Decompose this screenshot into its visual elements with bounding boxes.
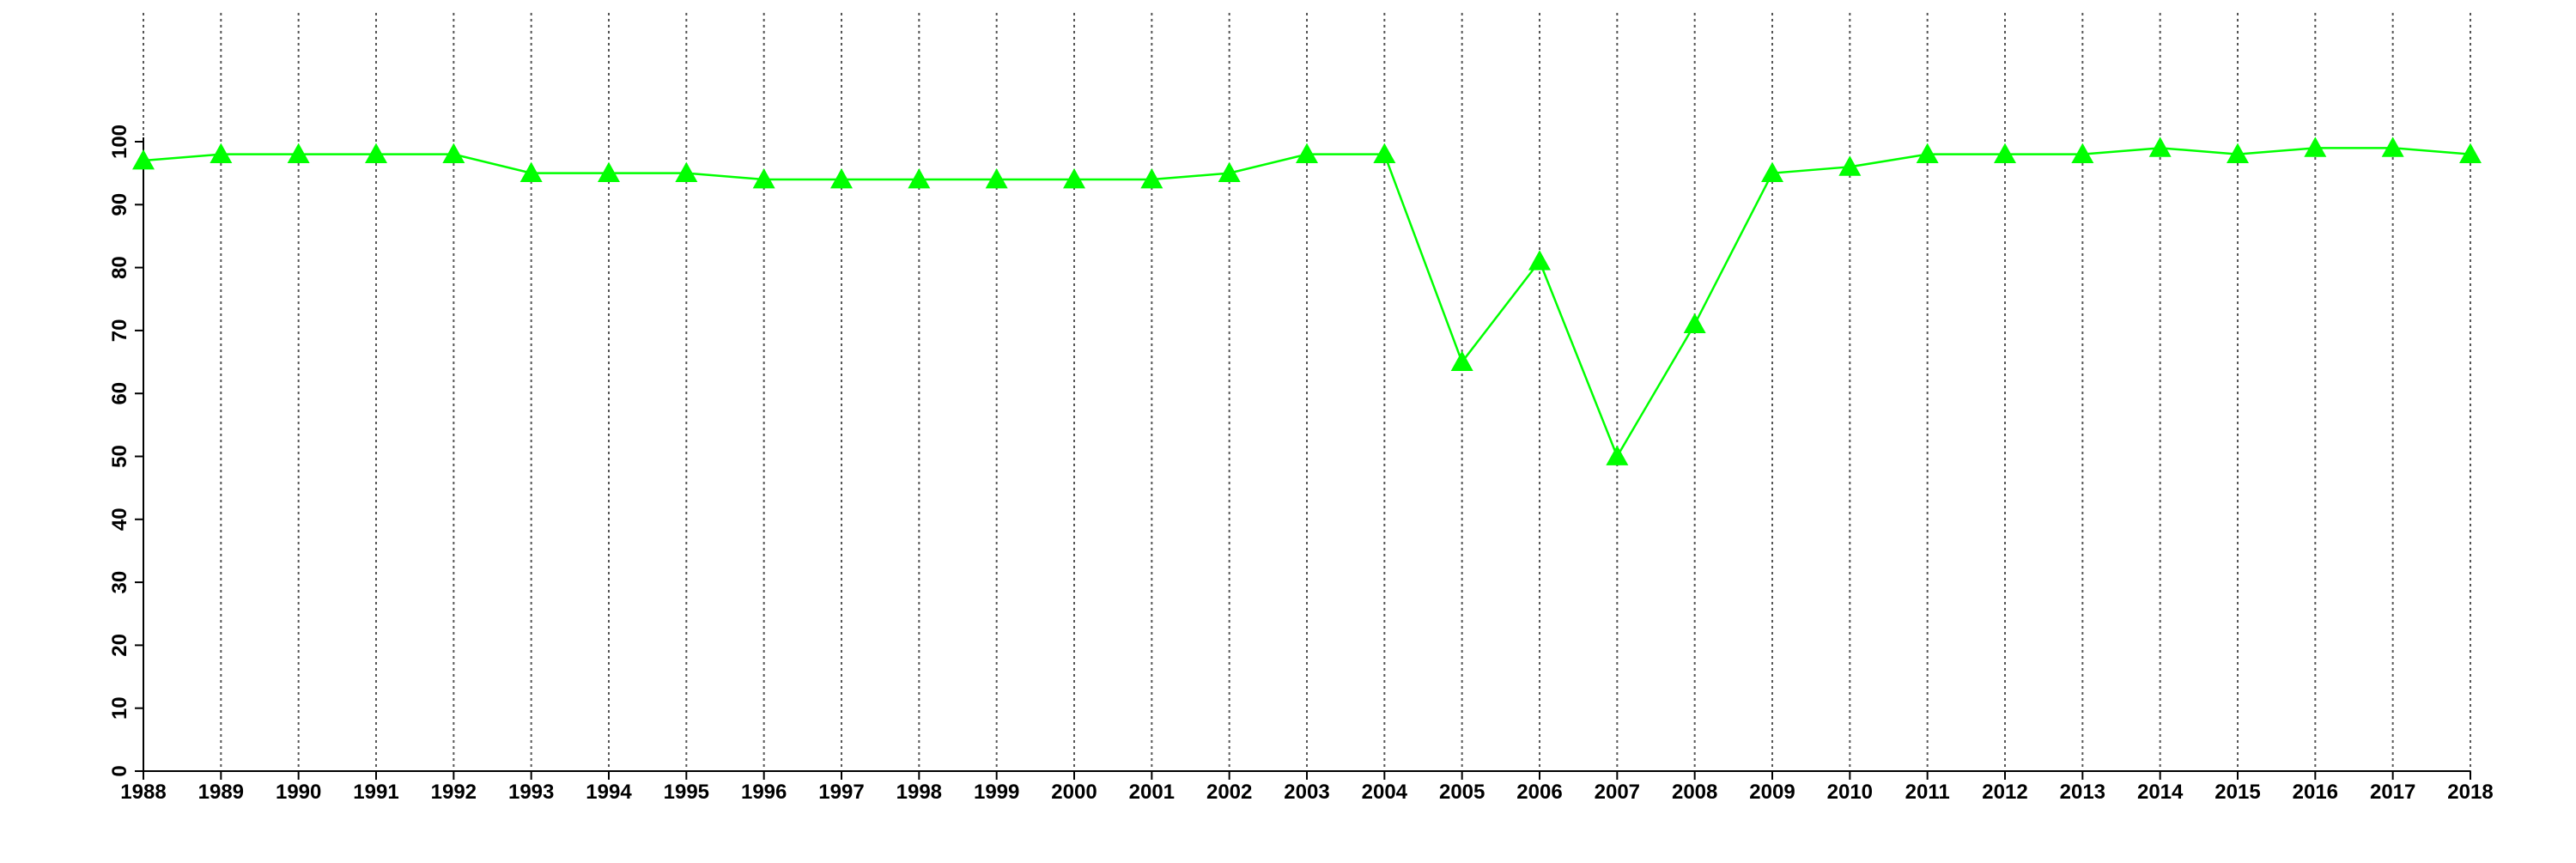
data-marker bbox=[365, 143, 387, 164]
data-marker bbox=[908, 167, 931, 189]
data-marker bbox=[1140, 167, 1163, 189]
x-tick-label: 2016 bbox=[2293, 781, 2338, 804]
data-marker bbox=[1450, 350, 1473, 371]
data-marker bbox=[442, 143, 465, 164]
data-marker bbox=[2459, 143, 2482, 164]
y-tick-label: 70 bbox=[108, 319, 131, 343]
data-marker bbox=[830, 167, 853, 189]
x-tick-label: 2009 bbox=[1749, 781, 1795, 804]
x-tick-label: 2011 bbox=[1905, 781, 1950, 804]
x-tick-label: 2000 bbox=[1051, 781, 1097, 804]
y-tick-label: 50 bbox=[108, 445, 131, 468]
data-marker bbox=[1296, 143, 1318, 164]
data-marker bbox=[1761, 161, 1783, 183]
x-tick-label: 2003 bbox=[1284, 781, 1329, 804]
x-tick-label: 1994 bbox=[586, 781, 632, 804]
data-marker bbox=[1683, 313, 1706, 333]
data-marker bbox=[1218, 161, 1241, 183]
data-marker bbox=[210, 143, 233, 164]
y-tick-label: 0 bbox=[108, 765, 131, 776]
x-tick-label: 2004 bbox=[1362, 781, 1408, 804]
data-marker bbox=[1994, 143, 2016, 164]
data-marker bbox=[2071, 143, 2094, 164]
y-tick-label: 30 bbox=[108, 571, 131, 594]
data-marker bbox=[287, 143, 310, 164]
data-marker bbox=[675, 161, 698, 183]
y-tick-label: 10 bbox=[108, 696, 131, 720]
x-tick-label: 2010 bbox=[1827, 781, 1873, 804]
x-tick-label: 1993 bbox=[508, 781, 554, 804]
x-tick-label: 2007 bbox=[1595, 781, 1640, 804]
data-marker bbox=[1063, 167, 1085, 189]
x-tick-label: 1998 bbox=[896, 781, 942, 804]
x-tick-label: 2014 bbox=[2137, 781, 2184, 804]
x-tick-label: 2017 bbox=[2370, 781, 2415, 804]
data-marker bbox=[2304, 137, 2327, 157]
data-marker bbox=[598, 161, 620, 183]
data-marker bbox=[1528, 250, 1551, 270]
y-tick-label: 80 bbox=[108, 256, 131, 279]
x-tick-label: 1996 bbox=[741, 781, 787, 804]
x-tick-label: 2015 bbox=[2215, 781, 2260, 804]
data-marker bbox=[985, 167, 1008, 189]
y-tick-label: 20 bbox=[108, 634, 131, 657]
x-tick-label: 2018 bbox=[2447, 781, 2493, 804]
x-tick-label: 1997 bbox=[818, 781, 864, 804]
data-marker bbox=[1838, 155, 1862, 176]
x-tick-label: 1992 bbox=[431, 781, 477, 804]
x-tick-label: 2005 bbox=[1439, 781, 1485, 804]
data-marker bbox=[519, 161, 543, 183]
x-tick-label: 1999 bbox=[974, 781, 1019, 804]
x-tick-label: 1991 bbox=[353, 781, 398, 804]
data-marker bbox=[1916, 143, 1939, 164]
x-tick-label: 1988 bbox=[120, 781, 166, 804]
data-marker bbox=[2227, 143, 2249, 164]
y-tick-label: 60 bbox=[108, 382, 131, 405]
data-marker bbox=[2381, 137, 2404, 157]
x-tick-label: 2013 bbox=[2060, 781, 2105, 804]
x-tick-label: 2008 bbox=[1672, 781, 1717, 804]
data-marker bbox=[132, 149, 155, 170]
data-marker bbox=[1606, 445, 1629, 465]
x-tick-label: 2001 bbox=[1129, 781, 1175, 804]
x-tick-label: 2012 bbox=[1982, 781, 2027, 804]
x-tick-label: 1990 bbox=[276, 781, 321, 804]
data-marker bbox=[1373, 143, 1396, 164]
y-tick-label: 40 bbox=[108, 507, 131, 531]
x-tick-label: 2002 bbox=[1206, 781, 1252, 804]
x-tick-label: 2006 bbox=[1516, 781, 1562, 804]
x-tick-label: 1995 bbox=[664, 781, 709, 804]
data-marker bbox=[2148, 137, 2172, 157]
y-tick-label: 90 bbox=[108, 193, 131, 216]
x-tick-label: 1989 bbox=[198, 781, 244, 804]
y-tick-label: 100 bbox=[108, 125, 131, 159]
data-marker bbox=[752, 167, 775, 189]
